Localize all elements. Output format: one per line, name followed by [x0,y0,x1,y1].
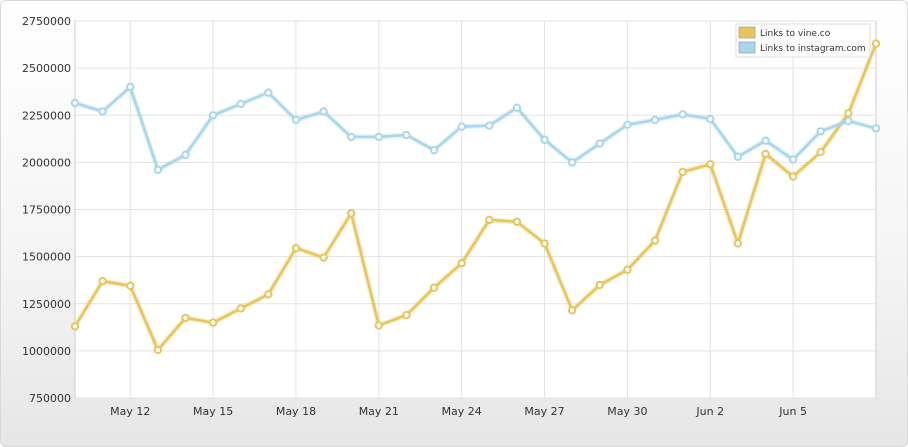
data-point [236,304,245,313]
data-point [788,172,798,181]
data-point [540,239,549,248]
data-point [678,167,687,177]
data-point [761,136,770,145]
y-tick-label: 2000000 [22,156,71,169]
y-tick-label: 750000 [29,392,71,405]
data-point [733,239,743,248]
data-point [402,130,411,140]
data-point [623,265,632,275]
data-point [319,253,328,262]
x-tick-label: Jun 2 [695,405,724,418]
series-line [73,43,878,352]
x-tick-label: May 12 [110,405,150,418]
data-point [761,149,770,159]
data-point [457,259,466,268]
data-point [347,209,356,218]
x-tick-label: May 27 [524,405,564,418]
data-point [264,290,273,299]
data-point [429,145,439,155]
y-tick-label: 2250000 [22,109,71,122]
data-point [567,306,577,315]
data-point [98,107,107,116]
data-point [871,124,881,133]
legend-swatch [738,41,756,54]
data-point [733,152,743,161]
data-point [595,139,604,148]
data-point [291,243,301,253]
data-point [567,158,577,167]
x-tick-label: Jun 5 [778,405,807,418]
data-point [70,98,80,108]
x-tick-label: May 15 [193,405,233,418]
y-tick-label: 1000000 [22,345,71,358]
y-tick-label: 2750000 [22,15,71,28]
y-tick-label: 1750000 [22,204,71,217]
data-point [595,280,604,290]
data-point [816,147,825,157]
legend-label: Links to instagram.com [760,44,866,54]
data-point [319,107,328,116]
data-point [512,103,522,112]
legend-swatch [738,26,756,39]
data-point [208,318,218,327]
series-layer [70,39,881,355]
data-point [374,321,384,330]
data-point [153,345,163,355]
data-point [402,310,411,320]
axis-labels: 750000 1000000 1250000 1500000 1750000 200000… [22,15,807,418]
data-point [153,165,163,175]
data-point [788,155,798,164]
x-tick-label: May 18 [276,405,316,418]
data-point [512,217,522,226]
data-point [457,122,466,131]
data-point [706,114,715,124]
data-point [429,283,439,292]
data-point [871,39,881,48]
series-line [74,85,877,172]
data-point [650,236,660,245]
data-point [208,111,218,120]
x-tick-label: May 24 [442,405,482,418]
data-point [126,82,135,92]
x-tick-label: May 30 [607,405,647,418]
legend-box [735,23,871,58]
data-point [374,132,384,142]
legend: Links to vine.co Links to instagram.com [735,23,871,58]
data-point [844,109,853,118]
x-tick-label: May 21 [359,405,399,418]
data-point [485,121,494,130]
data-point [706,160,715,169]
legend-label: Links to vine.co [760,29,831,39]
series-links-to-vine-co [70,39,881,355]
series-links-to-instagram-com [70,82,881,175]
data-point [236,99,245,109]
y-tick-label: 1500000 [22,251,71,264]
data-point [540,135,549,144]
data-point [623,120,632,129]
data-point [70,322,80,331]
data-point [291,115,301,125]
data-point [347,132,356,142]
data-point [98,276,107,286]
data-point [181,313,190,323]
data-point [264,88,273,97]
y-tick-label: 1250000 [22,298,71,311]
grid-lines [75,20,876,399]
data-point [485,215,494,225]
data-point [678,110,687,119]
data-point [650,115,660,125]
data-point [844,116,853,126]
data-point [816,127,825,136]
data-point [126,281,135,291]
data-point [181,150,190,160]
y-tick-label: 2500000 [22,62,71,75]
